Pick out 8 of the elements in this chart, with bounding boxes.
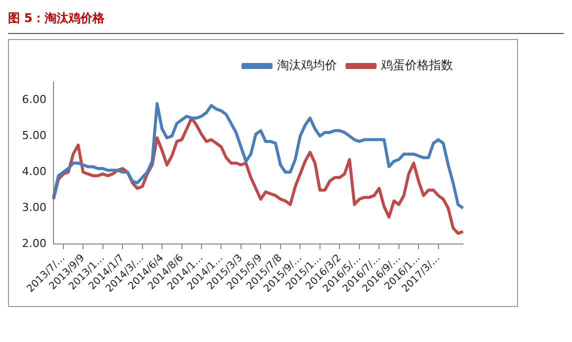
y-tick-label: 2.00 [22, 237, 46, 250]
legend-label: 鸡蛋价格指数 [380, 58, 453, 72]
y-tick-label: 4.00 [22, 164, 46, 178]
legend-label: 淘汰鸡均价 [277, 58, 337, 72]
chart-title: 图 5：淘汰鸡价格 [8, 8, 564, 34]
y-tick-label: 6.00 [22, 92, 46, 106]
y-tick-label: 5.00 [22, 128, 46, 142]
y-tick-label: 3.00 [22, 201, 46, 214]
